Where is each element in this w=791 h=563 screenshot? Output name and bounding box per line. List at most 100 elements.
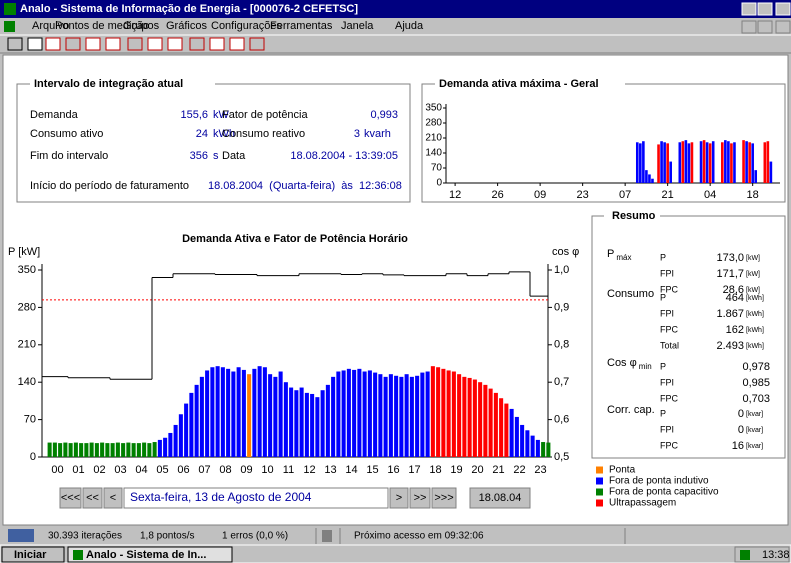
field-value: 3: [354, 128, 360, 140]
y-axis-label: P [kW]: [8, 246, 40, 258]
row-unit: [kWh]: [746, 295, 764, 302]
child-icon: [4, 21, 15, 32]
nav-button[interactable]: [82, 487, 103, 509]
x-tick-label: 12: [449, 189, 461, 201]
bar: [399, 376, 404, 457]
menu-item[interactable]: Janela: [341, 20, 374, 32]
nav-button-label[interactable]: 18.08.04: [479, 492, 522, 504]
nav-button-label[interactable]: >>: [414, 492, 427, 504]
row-unit: [kWh]: [746, 327, 764, 334]
nav-button-label[interactable]: >: [396, 492, 402, 504]
bar: [657, 144, 660, 183]
legend-swatch: [596, 499, 603, 507]
toolbar-button[interactable]: [147, 37, 163, 51]
x-tick-label: 26: [491, 189, 503, 201]
date-text: Sexta-feira, 13 de Agosto de 2004: [130, 490, 312, 504]
status-bar: [0, 526, 791, 545]
y2-tick-label: 0,6: [554, 414, 569, 426]
y2-tick-label: 0,8: [554, 339, 569, 351]
bar: [105, 443, 110, 457]
toolbar-button[interactable]: [189, 37, 205, 51]
panel-caption-bg: [30, 78, 215, 90]
toolbar-button[interactable]: [229, 37, 245, 51]
y-tick-label: 350: [18, 264, 36, 276]
bar: [220, 367, 225, 457]
x-tick-label: 01: [72, 464, 84, 476]
toolbar-button[interactable]: [45, 37, 61, 51]
toolbar-button[interactable]: [249, 37, 265, 51]
task-button[interactable]: [67, 546, 233, 563]
bar: [315, 397, 320, 457]
bar: [178, 414, 183, 457]
app-icon: [4, 3, 16, 15]
bar: [425, 371, 430, 457]
toolbar-button[interactable]: [65, 37, 81, 51]
bar: [131, 443, 136, 457]
toolbar-button[interactable]: [167, 37, 183, 51]
y2-tick-label: 0,5: [554, 451, 569, 463]
bar: [189, 392, 194, 457]
bar: [58, 443, 63, 457]
menu-item[interactable]: Grupos: [123, 20, 160, 32]
field-value: 0,993: [370, 109, 398, 121]
bar: [430, 366, 435, 457]
bar: [357, 368, 362, 457]
nav-button-label[interactable]: <<: [86, 492, 99, 504]
close-button[interactable]: [775, 2, 791, 16]
bar: [341, 370, 346, 457]
restore-button[interactable]: [757, 2, 773, 16]
menu-item[interactable]: Pontos de medição: [55, 20, 149, 32]
legend-swatch: [596, 466, 603, 474]
x-tick-label: 08: [219, 464, 231, 476]
nav-button-label[interactable]: >>>: [434, 492, 453, 504]
toolbar-button[interactable]: [127, 37, 143, 51]
row-name: FPC: [660, 393, 679, 403]
bar: [436, 367, 441, 457]
x-tick-label: 12: [303, 464, 315, 476]
y-tick-label: 140: [425, 148, 442, 159]
toolbar-button[interactable]: [7, 37, 23, 51]
nav-button[interactable]: [409, 487, 431, 509]
minimize-button[interactable]: [741, 2, 757, 16]
bar: [669, 161, 672, 183]
child-close[interactable]: [775, 20, 791, 34]
nav-button[interactable]: [103, 487, 123, 509]
menu-item[interactable]: Ferramentas: [270, 20, 333, 32]
bar: [493, 392, 498, 457]
nav-button[interactable]: [389, 487, 409, 509]
nav-button[interactable]: [469, 487, 531, 509]
nav-button[interactable]: [431, 487, 457, 509]
child-restore[interactable]: [757, 20, 773, 34]
nav-button-label[interactable]: <: [110, 492, 116, 504]
menu-item[interactable]: Ajuda: [395, 20, 424, 32]
y-tick-label: 280: [425, 118, 442, 129]
start-button[interactable]: [1, 546, 65, 563]
x-tick-label: 02: [93, 464, 105, 476]
toolbar-button[interactable]: [85, 37, 101, 51]
bar: [142, 442, 147, 457]
date-field[interactable]: [123, 487, 389, 509]
bar: [215, 366, 220, 457]
row-unit: [kvar]: [746, 443, 763, 450]
child-minimize[interactable]: [741, 20, 757, 34]
bar: [199, 376, 204, 457]
bar: [310, 393, 315, 457]
start-label[interactable]: Iniciar: [14, 549, 47, 561]
menu-item[interactable]: Gráficos: [166, 20, 207, 32]
menu-item[interactable]: Configurações: [211, 20, 282, 32]
row-name: FPC: [660, 324, 679, 334]
bar: [733, 142, 736, 183]
y2-tick-label: 1,0: [554, 264, 569, 276]
toolbar-button[interactable]: [105, 37, 121, 51]
nav-button[interactable]: [59, 487, 82, 509]
menu-item[interactable]: Arquivo: [32, 20, 69, 32]
toolbar-button[interactable]: [209, 37, 225, 51]
bar: [247, 374, 252, 457]
bar: [748, 142, 751, 183]
toolbar-button[interactable]: [27, 37, 43, 51]
nav-button-label[interactable]: <<<: [61, 492, 80, 504]
task-label[interactable]: Analo - Sistema de In...: [86, 549, 206, 561]
clock: 13:38: [762, 549, 790, 561]
